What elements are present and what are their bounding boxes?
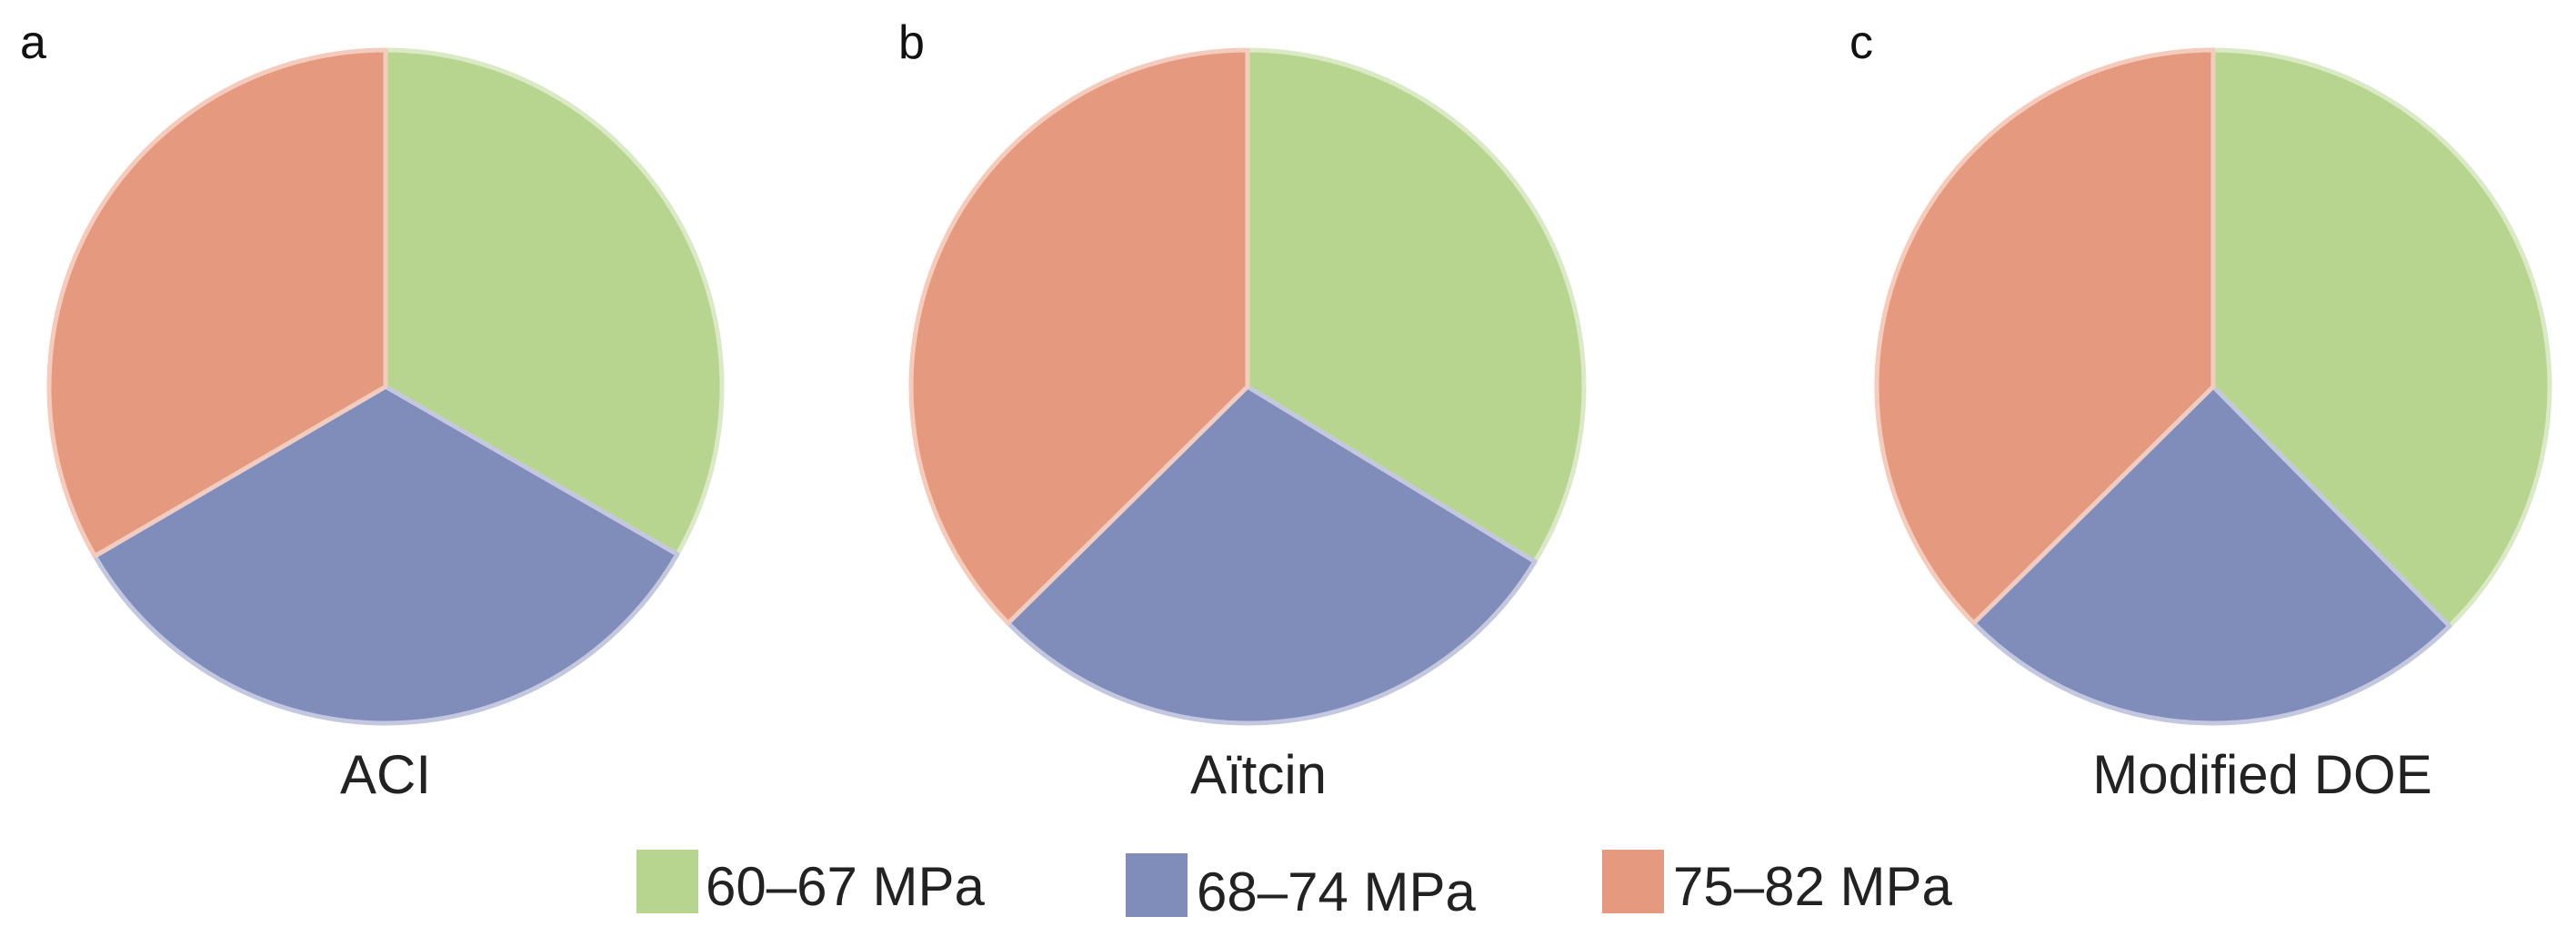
panel-label-b: b: [898, 16, 925, 69]
pie-slice-a-68-74: [92, 384, 680, 726]
panel-label-c: c: [1849, 16, 1873, 69]
legend: 60–67 MPa 68–74 MPa 75–82 MPa: [636, 850, 1953, 922]
legend-swatch-0: [636, 850, 698, 913]
legend-item-2: 75–82 MPa: [1602, 850, 1953, 917]
pie-slice-b-68-74: [1006, 384, 1538, 726]
pie-caption-b: Aïtcin: [1190, 744, 1327, 805]
pie-slice-c-68-74: [1971, 384, 2452, 726]
legend-item-0: 60–67 MPa: [636, 850, 986, 917]
legend-item-1: 68–74 MPa: [1126, 853, 1477, 922]
pie-slice-b-75-82: [908, 47, 1250, 626]
pie-panel-b: b Aïtcin: [898, 16, 1587, 805]
legend-label-1: 68–74 MPa: [1197, 861, 1477, 922]
legend-swatch-1: [1126, 853, 1188, 917]
pie-panel-a: a ACI: [20, 16, 725, 805]
pie-slice-a-60-67: [383, 47, 725, 557]
pie-slices-b: [908, 47, 1587, 726]
pie-slice-c-75-82: [1874, 47, 2216, 626]
pie-panel-c: c Modified DOE: [1849, 16, 2552, 805]
pie-slice-c-60-67: [2210, 47, 2552, 629]
legend-label-2: 75–82 MPa: [1673, 856, 1953, 917]
pie-caption-a: ACI: [340, 744, 431, 805]
panel-label-a: a: [20, 16, 46, 69]
pie-slice-a-75-82: [46, 47, 388, 559]
legend-label-0: 60–67 MPa: [706, 856, 986, 917]
pie-slice-b-60-67: [1245, 47, 1587, 564]
pie-slices-a: [46, 47, 725, 726]
pie-slices-c: [1874, 47, 2552, 726]
legend-swatch-2: [1602, 850, 1664, 913]
pie-caption-c: Modified DOE: [2092, 744, 2431, 805]
